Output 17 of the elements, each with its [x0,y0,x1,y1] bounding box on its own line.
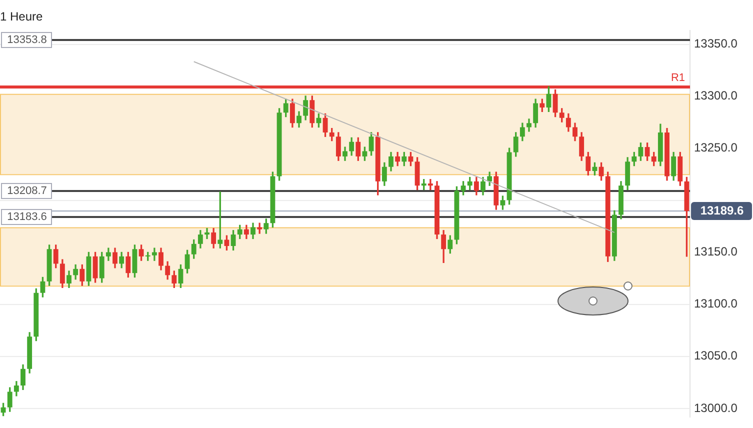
y-tick-label: 13350.0 [694,36,738,50]
ref-line-label: 13189.6 [700,203,744,218]
ref-line-label: 13183.6 [7,211,47,224]
y-tick-label: 13050.0 [694,348,738,363]
candlestick [152,248,157,261]
ref-line-label: 13353.8 [7,34,47,46]
candlestick [428,179,433,190]
ref-line-label: R1 [670,72,686,84]
candlestick [204,228,210,240]
y-tick-label: 13300.0 [694,88,738,102]
y-tick-label: 13100.0 [694,296,738,311]
ref-line-label: 13208.7 [7,185,47,198]
y-tick-label: 13000.0 [694,400,738,415]
chart-title: 1 Heure [0,10,44,24]
candlestick [257,222,262,234]
y-tick-label: 13150.0 [694,244,738,259]
y-tick-label: 13250.0 [694,140,738,154]
